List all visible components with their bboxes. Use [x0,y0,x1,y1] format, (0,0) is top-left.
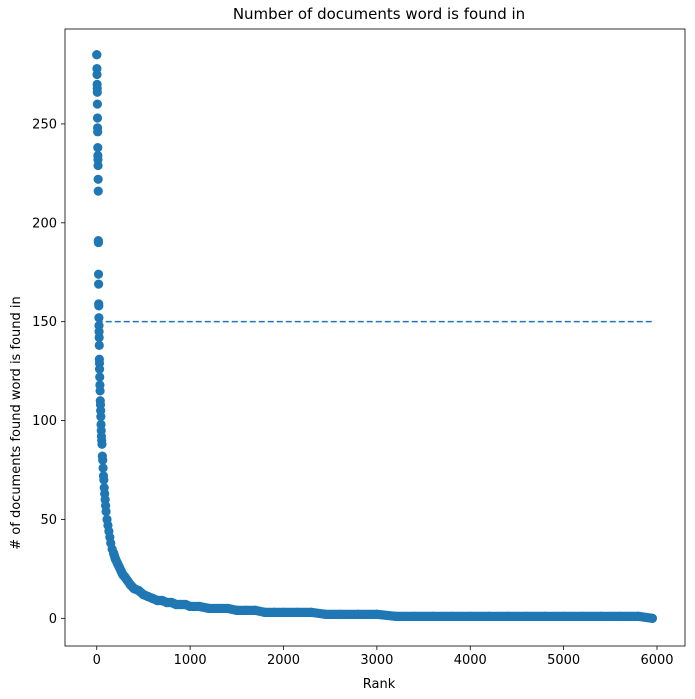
scatter-point [93,160,103,171]
x-tick-label: 3000 [360,653,393,668]
scatter-point [94,364,105,374]
x-axis-label: Rank [363,677,396,692]
scatter-point [92,113,103,123]
scatter-point [96,412,106,422]
scatter-point [93,143,103,153]
y-tick-label: 0 [49,612,57,627]
scatter-point [101,506,111,517]
chart-title: Number of documents word is found in [233,5,525,23]
x-tick-label: 1000 [174,653,207,668]
scatter-point [94,313,104,323]
scatter-point [94,332,104,343]
x-tick-label: 6000 [640,653,673,668]
scatter-point [95,372,105,382]
scatter-point [93,174,103,184]
scatter-point [97,439,107,449]
scatter-point [92,87,102,97]
x-tick-label: 5000 [547,653,580,668]
y-tick-label: 200 [32,216,57,231]
scatter-point [99,475,109,485]
y-tick-label: 100 [32,414,57,429]
scatter-point [93,186,103,196]
y-tick-label: 50 [40,513,57,528]
scatter-point [94,340,104,351]
plot-marks [92,50,657,623]
scatter-point [92,69,102,80]
x-tick-label: 0 [93,653,101,668]
scatter-point [92,50,102,60]
y-tick-label: 150 [32,315,57,330]
x-axis: 0 1000 2000 3000 4000 5000 6000 [93,646,674,668]
scatter-point [94,279,104,289]
scatter-point [92,99,102,109]
x-tick-label: 2000 [267,653,300,668]
scatter-point [95,386,105,396]
scatter-point [98,463,108,473]
scatter-point [93,127,103,137]
scatter-point [93,237,104,248]
y-axis: 0 50 100 150 200 250 [32,117,65,627]
y-axis-label: # of documents found word is found in [9,296,24,549]
scatter-point [98,455,108,465]
scatter-point [93,269,104,279]
x-tick-label: 4000 [454,653,487,668]
scatter-point-band [633,611,657,623]
plot-frame [64,28,686,647]
y-tick-label: 250 [32,117,57,132]
scatter-point [94,301,104,311]
